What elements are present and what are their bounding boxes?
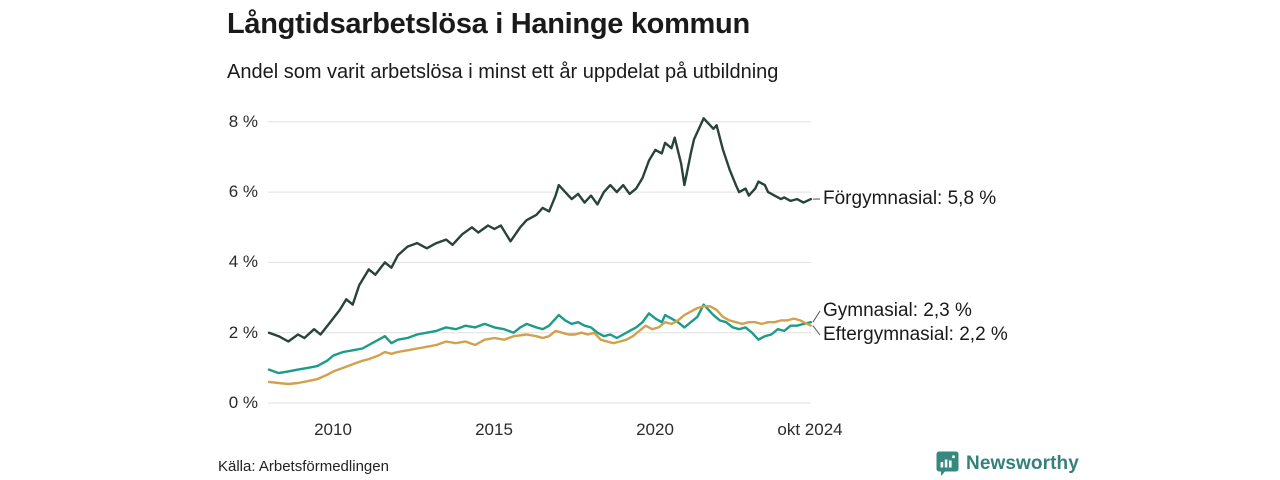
- y-axis-tick-label: 4 %: [228, 252, 258, 272]
- newsworthy-bar-chart-bubble-icon: [936, 451, 959, 476]
- chart-subtitle: Andel som varit arbetslösa i minst ett å…: [227, 61, 779, 83]
- y-axis-tick-label: 2 %: [228, 322, 258, 342]
- page-title: Långtidsarbetslösa i Haninge kommun: [227, 8, 750, 40]
- series-line-eftergymnasial: [267, 305, 813, 386]
- newsworthy-logo: Newsworthy: [936, 451, 1079, 477]
- leader-line-eftergymnasial: [812, 325, 821, 336]
- x-axis-tick-label: 2020: [636, 420, 674, 439]
- series-line-förgymnasial: [267, 117, 813, 343]
- y-axis-tick-label: 6 %: [228, 182, 258, 202]
- x-axis-tick-label: 2010: [314, 420, 352, 439]
- series-end-label-gymnasial: Gymnasial: 2,3 %: [823, 300, 972, 321]
- y-axis-tick-label: 0 %: [228, 393, 258, 412]
- source-note: Källa: Arbetsförmedlingen: [218, 458, 389, 475]
- x-axis-tick-label: okt 2024: [777, 420, 843, 439]
- newsworthy-wordmark: Newsworthy: [966, 453, 1079, 474]
- series-end-label-eftergymnasial: Eftergymnasial: 2,2 %: [823, 324, 1008, 345]
- series-line-gymnasial: [267, 303, 813, 375]
- leader-line-gymnasial: [812, 310, 821, 323]
- y-axis-tick-label: 8 %: [228, 111, 258, 131]
- x-axis-tick-label: 2015: [475, 420, 513, 439]
- series-end-label-forgymnasial: Förgymnasial: 5,8 %: [823, 188, 997, 209]
